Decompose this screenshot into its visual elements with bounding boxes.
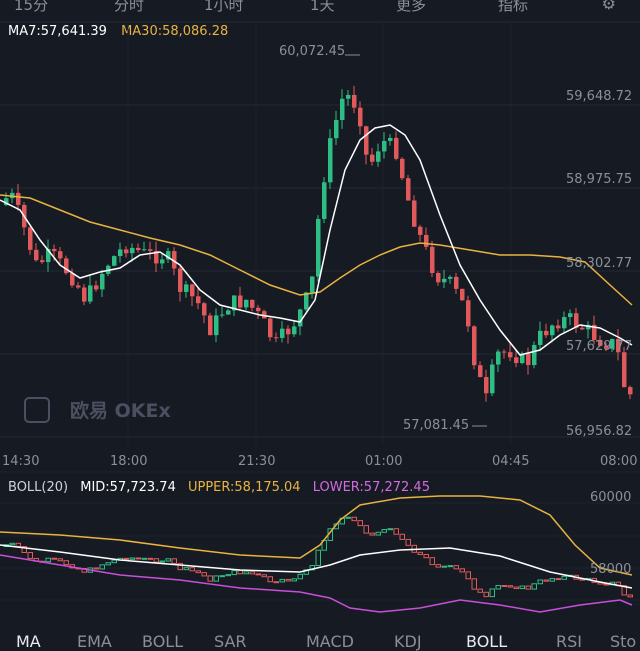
interval-tab-bar: 15分 分时 1小时 1天 更多 指标 ⚙ <box>0 0 640 18</box>
time-tick: 14:30 <box>2 454 40 469</box>
boll-lower-value: LOWER:57,272.45 <box>312 480 430 495</box>
tab-boll[interactable]: BOLL <box>142 632 184 651</box>
price-tick: 58,302.77 <box>566 256 633 271</box>
ma-legend: MA7:57,641.39 MA30:58,086.28 <box>8 24 238 39</box>
boll-legend: BOLL(20) MID:57,723.74 UPPER:58,175.04 L… <box>8 480 438 495</box>
price-tick: 56,956.82 <box>566 424 633 439</box>
tab-rsi[interactable]: RSI <box>556 632 582 651</box>
boll-mid-value: MID:57,723.74 <box>80 480 176 495</box>
watermark-text: 欧易 OKEx <box>70 400 171 422</box>
boll-tick: 58000 <box>590 562 632 577</box>
time-tick: 04:45 <box>492 454 530 469</box>
tab-15min[interactable]: 15分 <box>14 0 49 14</box>
okex-watermark: 欧易 OKEx <box>24 396 171 423</box>
time-tick: 18:00 <box>110 454 148 469</box>
boll-tick: 60000 <box>590 490 632 505</box>
tab-stoch[interactable]: Sto <box>610 632 637 651</box>
tab-boll-sub[interactable]: BOLL <box>466 632 508 651</box>
high-annotation: 60,072.45 <box>279 44 346 59</box>
time-tick: 21:30 <box>238 454 276 469</box>
price-tick: 59,648.72 <box>566 89 633 104</box>
tab-1h[interactable]: 1小时 <box>204 0 244 14</box>
low-annotation: 57,081.45 <box>403 418 470 433</box>
tab-sar[interactable]: SAR <box>214 632 247 651</box>
okex-logo-icon <box>24 396 50 423</box>
price-candles <box>4 85 633 402</box>
tab-more[interactable]: 更多 <box>396 0 427 14</box>
settings-icon[interactable]: ⚙ <box>601 0 616 13</box>
tab-timeline[interactable]: 分时 <box>114 0 145 14</box>
boll-upper-line <box>0 495 633 576</box>
time-tick: 01:00 <box>365 454 403 469</box>
ma30-value: MA30:58,086.28 <box>121 24 229 39</box>
tab-macd[interactable]: MACD <box>306 632 354 651</box>
indicator-tab-bar: MA EMA BOLL SAR MACD KDJ BOLL RSI Sto <box>0 630 640 651</box>
time-tick: 08:00 <box>600 454 638 469</box>
boll-lower-line <box>0 554 633 613</box>
tab-ma[interactable]: MA <box>16 632 41 651</box>
boll-mid-line <box>0 544 633 589</box>
tab-kdj[interactable]: KDJ <box>394 632 422 651</box>
ma7-line <box>0 124 633 356</box>
price-tick: 58,975.75 <box>566 172 633 187</box>
ma7-value: MA7:57,641.39 <box>8 24 107 39</box>
tab-1d[interactable]: 1天 <box>310 0 335 14</box>
ma30-line <box>0 194 633 306</box>
boll-title: BOLL(20) <box>8 480 69 495</box>
boll-upper-value: UPPER:58,175.04 <box>187 480 301 495</box>
price-tick: 57,629.77 <box>566 339 633 354</box>
tab-ema[interactable]: EMA <box>77 632 112 651</box>
tab-indicators[interactable]: 指标 <box>498 0 529 14</box>
